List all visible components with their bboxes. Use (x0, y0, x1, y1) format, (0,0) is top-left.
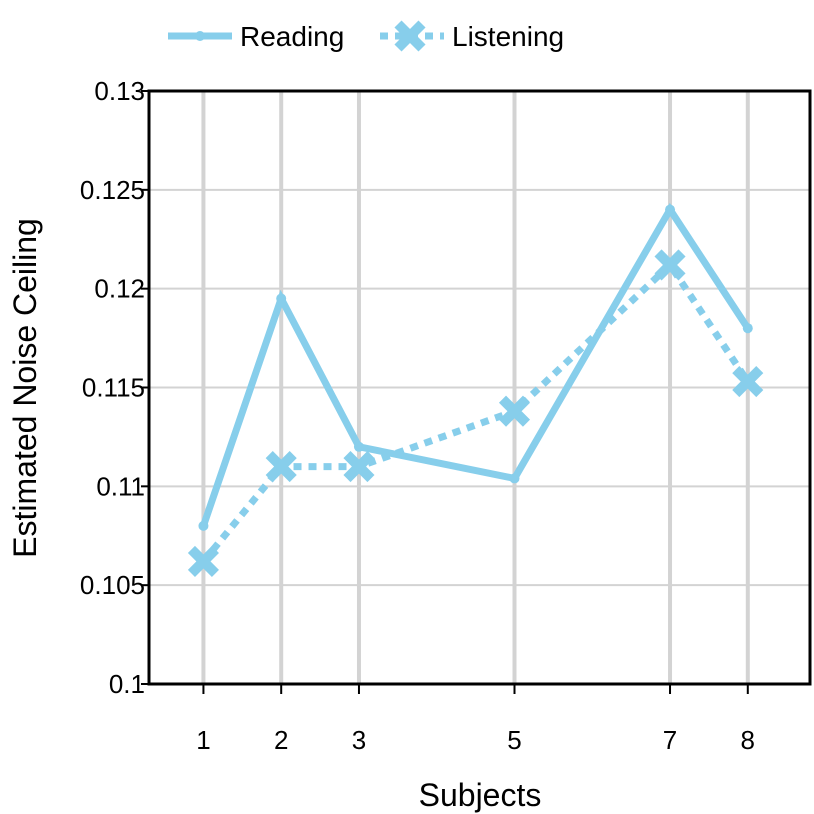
data-point-listening (343, 451, 375, 483)
series-layer (187, 202, 764, 577)
data-point-reading (665, 204, 676, 215)
data-point-reading (509, 473, 520, 484)
x-tick-label: 1 (196, 725, 210, 755)
y-tick-label: 0.12 (94, 274, 145, 304)
y-axis-label: Estimated Noise Ceiling (7, 218, 43, 558)
legend-item-reading: Reading (168, 21, 344, 52)
x-tick-label: 5 (507, 725, 521, 755)
x-axis: 1 2 3 5 7 8 (196, 684, 755, 755)
data-point-listening (732, 366, 764, 398)
data-point-listening (498, 395, 531, 427)
y-tick-label: 0.115 (82, 373, 145, 403)
data-point-reading (353, 441, 364, 452)
x-tick-label: 2 (274, 725, 288, 755)
y-axis: 0.1 0.105 0.11 0.115 0.12 0.125 0.13 (80, 76, 149, 699)
x-tick-label: 3 (352, 725, 366, 755)
series-line-listening (200, 259, 751, 564)
y-tick-label: 0.125 (80, 175, 145, 205)
data-point-listening (654, 249, 686, 281)
legend-item-listening: Listening (380, 20, 564, 52)
y-tick-label: 0.11 (96, 471, 145, 501)
x-axis-label: Subjects (419, 777, 542, 813)
legend-marker-listening (394, 20, 426, 52)
y-tick-label: 0.13 (94, 76, 145, 106)
data-point-reading (742, 323, 753, 334)
legend-label-reading: Reading (240, 21, 344, 52)
legend-marker-reading (195, 31, 205, 41)
series-reading (198, 202, 753, 531)
data-point-reading (276, 293, 287, 304)
data-point-reading (198, 520, 209, 531)
x-tick-label: 7 (663, 725, 677, 755)
data-point-listening (265, 451, 297, 483)
series-listening (187, 249, 764, 577)
y-tick-label: 0.105 (80, 570, 145, 600)
legend-label-listening: Listening (452, 21, 564, 52)
y-tick-label: 0.1 (109, 669, 145, 699)
data-point-listening (187, 545, 219, 577)
series-line-reading (200, 202, 751, 527)
legend: Reading Listening (168, 20, 564, 52)
x-tick-label: 8 (741, 725, 755, 755)
